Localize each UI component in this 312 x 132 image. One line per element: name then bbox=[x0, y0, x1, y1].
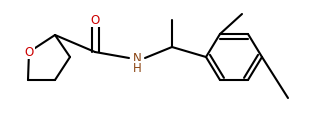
Text: O: O bbox=[90, 13, 100, 27]
Text: H: H bbox=[133, 62, 141, 74]
Text: N: N bbox=[133, 51, 141, 65]
Text: O: O bbox=[24, 46, 34, 58]
